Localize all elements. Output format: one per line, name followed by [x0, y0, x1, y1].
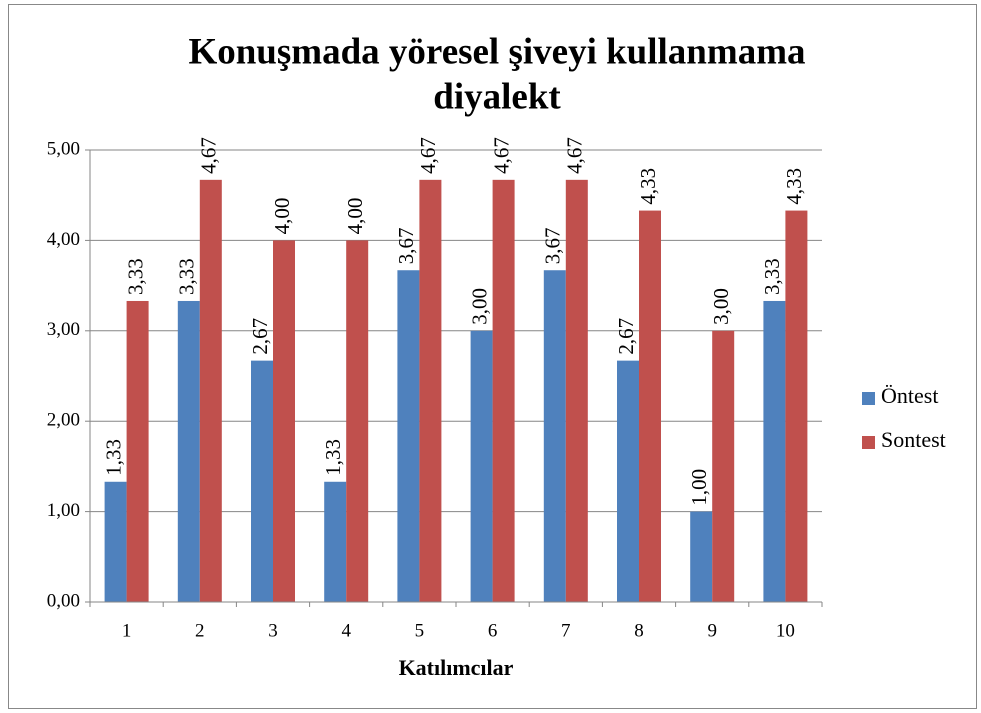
bar	[126, 300, 149, 602]
data-label: 4,67	[416, 137, 440, 174]
bar	[763, 300, 786, 602]
y-tick-label: 1,00	[47, 500, 80, 521]
data-label: 3,67	[394, 227, 418, 264]
y-tick-label: 2,00	[47, 410, 80, 431]
bar	[543, 270, 566, 602]
x-tick-label: 5	[415, 620, 425, 641]
legend-label: Öntest	[881, 383, 938, 408]
bar	[617, 360, 639, 602]
data-label: 3,33	[123, 258, 147, 295]
y-tick-label: 0,00	[47, 590, 80, 611]
data-label: 1,33	[321, 439, 345, 476]
data-label: 4,67	[489, 137, 513, 174]
bar	[273, 240, 295, 602]
data-label: 3,00	[709, 288, 733, 325]
legend-swatch	[862, 436, 875, 449]
chart-title-line-1: Konuşmada yöresel şiveyi kullanmama	[188, 31, 805, 72]
bar	[690, 511, 713, 602]
data-label: 4,33	[636, 168, 660, 205]
y-tick-label: 5,00	[47, 138, 80, 159]
data-label: 4,67	[563, 137, 587, 174]
data-label: 2,67	[614, 318, 638, 355]
y-tick-label: 4,00	[47, 229, 80, 250]
bar	[199, 179, 222, 602]
x-tick-label: 3	[268, 620, 278, 641]
data-label: 2,67	[248, 318, 272, 355]
legend-swatch	[862, 392, 875, 405]
data-label: 4,33	[782, 168, 806, 205]
bar	[177, 300, 200, 602]
data-label: 4,67	[197, 137, 221, 174]
bar	[492, 179, 515, 602]
bar	[346, 240, 369, 602]
data-label: 3,00	[467, 288, 491, 325]
bar	[251, 360, 273, 602]
y-tick-label: 3,00	[47, 319, 80, 340]
bar	[785, 210, 808, 602]
data-label: 4,00	[270, 198, 294, 235]
bar	[397, 270, 420, 602]
x-tick-label: 8	[634, 620, 644, 641]
data-label: 1,00	[687, 469, 711, 506]
x-axis-title: Katılımcılar	[399, 655, 514, 680]
data-label: 3,33	[760, 258, 784, 295]
bar	[324, 481, 347, 602]
bar	[419, 179, 442, 602]
bar	[104, 481, 127, 602]
x-tick-label: 2	[195, 620, 205, 641]
x-tick-label: 6	[488, 620, 498, 641]
bar	[470, 330, 493, 602]
data-label: 3,67	[541, 227, 565, 264]
bar	[712, 330, 735, 602]
legend-label: Sontest	[881, 427, 946, 452]
data-label: 3,33	[175, 258, 199, 295]
x-tick-label: 1	[122, 620, 132, 641]
chart-title-line-2: diyalekt	[433, 76, 561, 117]
bar	[639, 210, 661, 602]
x-tick-label: 4	[341, 620, 351, 641]
x-tick-label: 7	[561, 620, 571, 641]
bar	[565, 179, 588, 602]
x-tick-label: 10	[776, 620, 795, 641]
data-label: 1,33	[101, 439, 125, 476]
data-label: 4,00	[343, 198, 367, 235]
x-tick-label: 9	[707, 620, 717, 641]
